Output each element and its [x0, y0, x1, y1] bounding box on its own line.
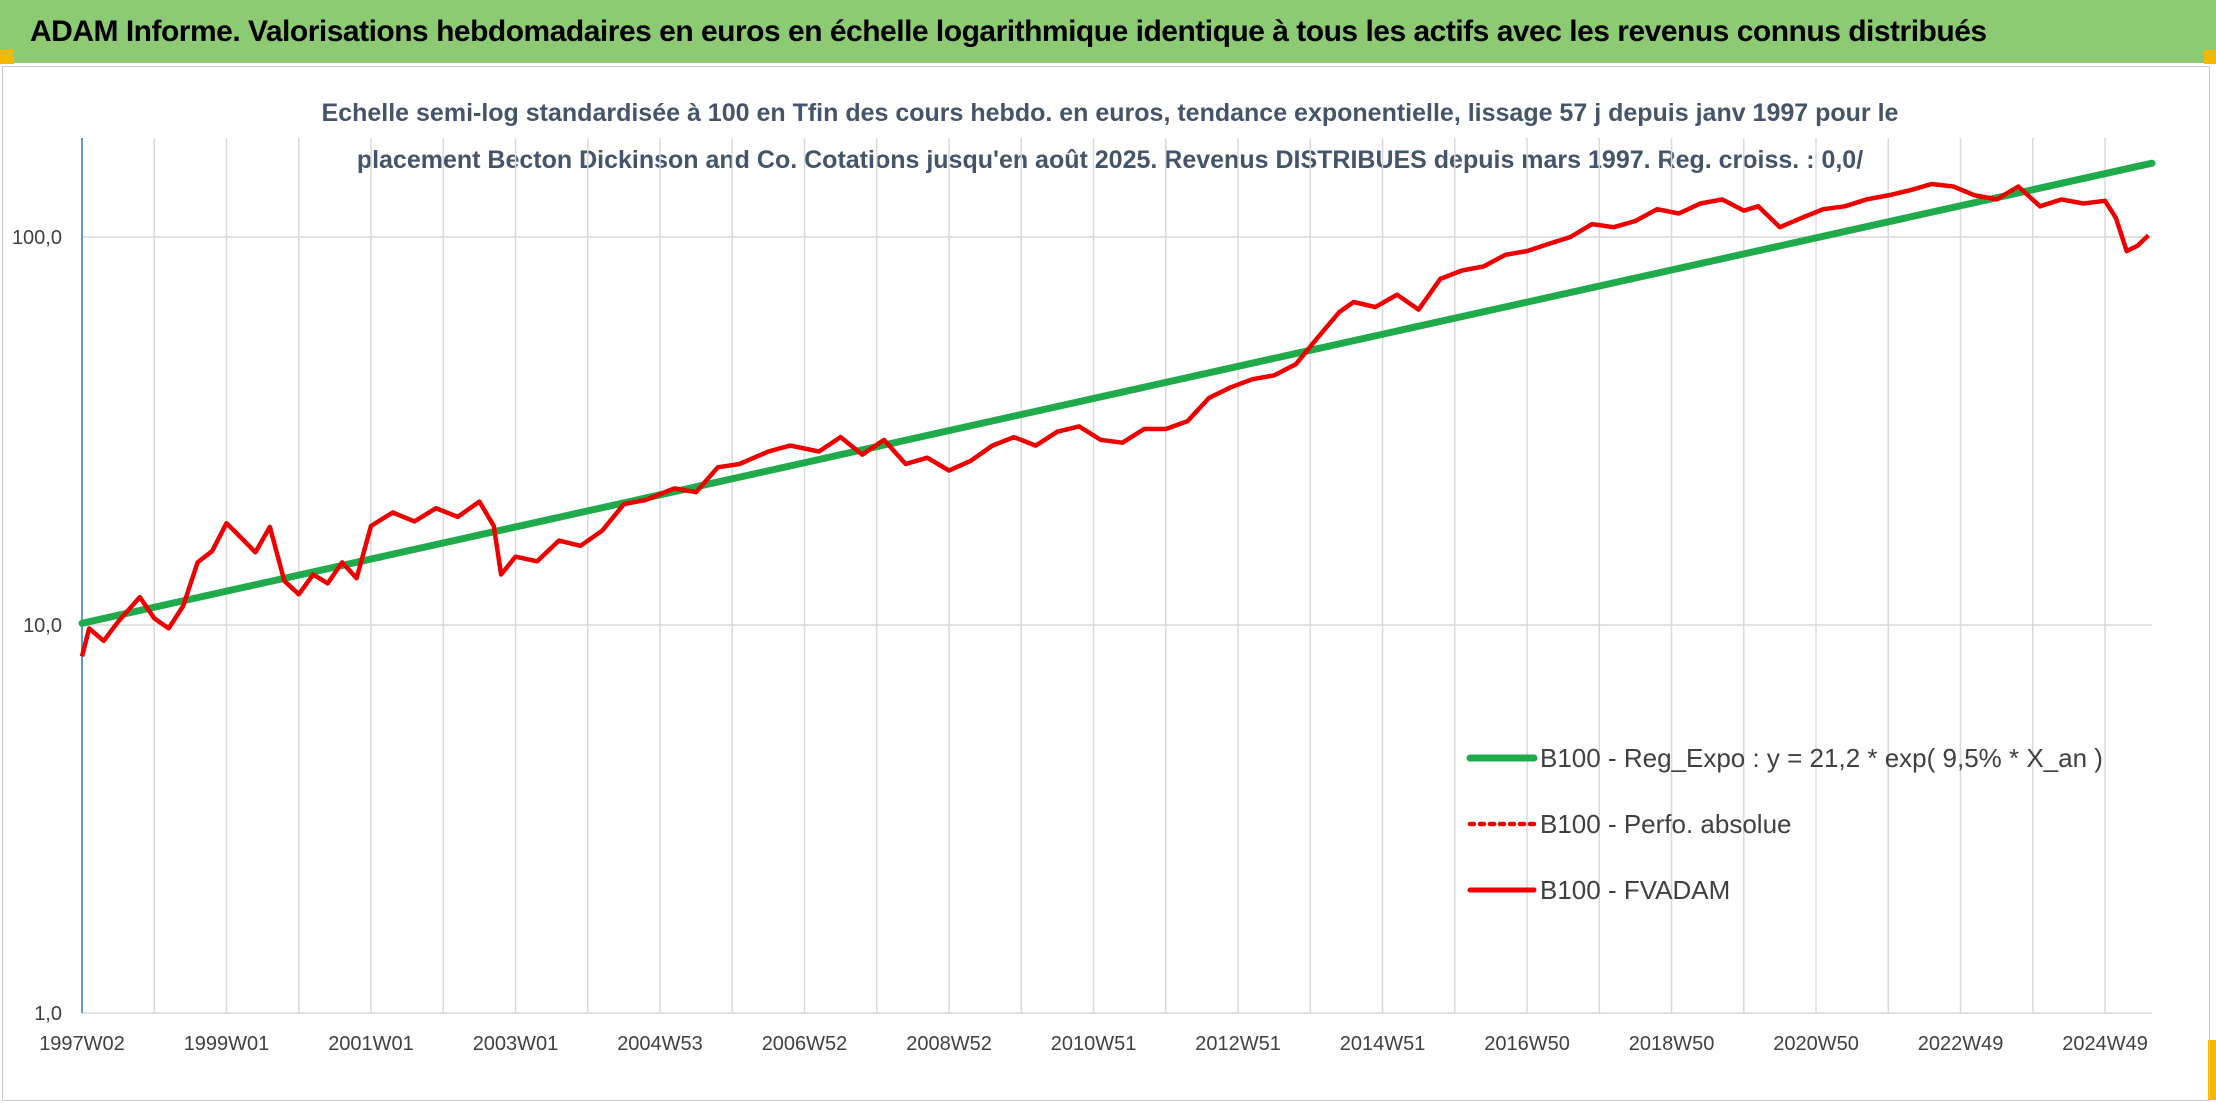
x-tick-label: 2008W52: [906, 1033, 992, 1055]
chart-title: Echelle semi-log standardisée à 100 en T…: [180, 90, 2040, 184]
x-tick-label: 2001W01: [328, 1033, 414, 1055]
x-tick-label: 2010W51: [1051, 1033, 1137, 1055]
x-tick-label: 2016W50: [1484, 1033, 1570, 1055]
y-axis-ticks: 1,0 10,0 100,0: [12, 227, 62, 1025]
y-tick-label: 100,0: [12, 227, 62, 249]
series-line-reg-expo: [78, 159, 2156, 627]
x-tick-label: 2020W50: [1773, 1033, 1859, 1055]
x-tick-label: 2014W51: [1340, 1033, 1426, 1055]
legend-label-perfo-absolue: B100 - Perfo. absolue: [1540, 809, 1792, 839]
x-tick-label: 2022W49: [1918, 1033, 2004, 1055]
horizontal-grid: [82, 236, 2152, 1014]
corner-accent-left: [0, 50, 14, 64]
y-tick-label: 1,0: [34, 1003, 62, 1025]
x-tick-label: 1997W02: [39, 1033, 125, 1055]
x-tick-label: 2003W01: [473, 1033, 559, 1055]
x-tick-label: 2018W50: [1629, 1033, 1715, 1055]
vertical-grid: [81, 138, 2106, 1013]
y-tick-label: 10,0: [23, 615, 62, 637]
chart-legend: B100 - Reg_Expo : y = 21,2 * exp( 9,5% *…: [1466, 743, 2103, 905]
chart-frame: [2, 66, 2210, 1101]
x-tick-label: 2006W52: [762, 1033, 848, 1055]
x-tick-label: 1999W01: [184, 1033, 270, 1055]
report-title: ADAM Informe. Valorisations hebdomadaire…: [30, 14, 1987, 48]
x-tick-label: 2012W51: [1195, 1033, 1281, 1055]
corner-accent-bottom-right: [2208, 1040, 2216, 1100]
chart-title-line-1: Echelle semi-log standardisée à 100 en T…: [321, 99, 1899, 127]
legend-label-fvadam: B100 - FVADAM: [1540, 875, 1730, 905]
legend-label-reg-expo: B100 - Reg_Expo : y = 21,2 * exp( 9,5% *…: [1540, 743, 2103, 773]
chart-title-line-2: placement Becton Dickinson and Co. Cotat…: [356, 146, 1864, 174]
series-line-fvadam: [79, 181, 2150, 657]
x-tick-label: 2004W53: [617, 1033, 703, 1055]
x-axis-ticks: 1997W02 1999W01 2001W01 2003W01 2004W53 2006W…: [39, 1033, 2148, 1055]
x-tick-label: 2024W49: [2062, 1033, 2148, 1055]
report-header: ADAM Informe. Valorisations hebdomadaire…: [0, 0, 2216, 63]
corner-accent-right: [2204, 50, 2216, 64]
